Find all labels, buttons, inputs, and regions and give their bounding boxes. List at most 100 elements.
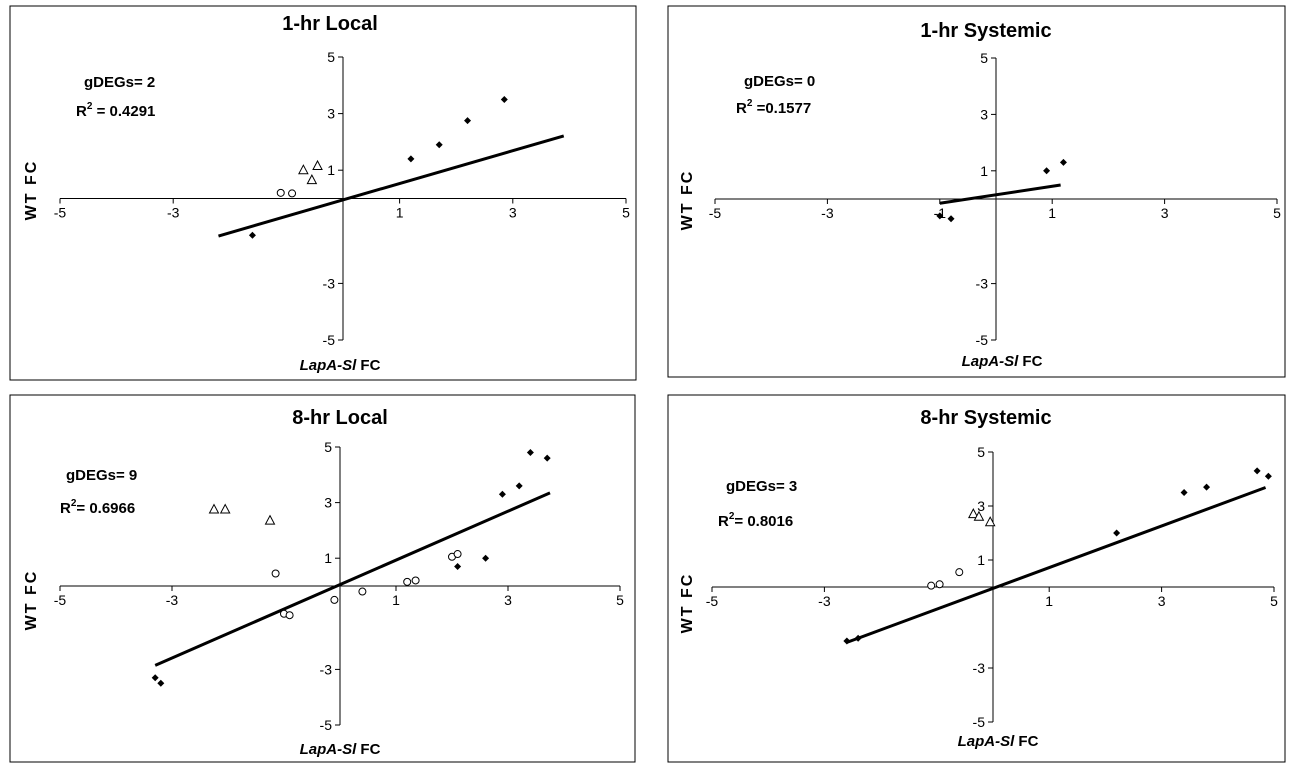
open-triangle-point [298,164,309,175]
open-triangle-point [984,516,996,527]
open-circle-point [285,611,294,620]
data-point [498,490,506,498]
open-circle-point [330,595,339,604]
degs-annotation: gDEGs= 9 [66,467,137,484]
y-tick-label: -5 [323,332,336,348]
data-point [151,674,159,682]
degs-annotation: gDEGs= 3 [726,478,797,495]
trend-line [846,486,1267,644]
panel-1hr-systemic: 1-hr Systemic WT FC LapA-Sl FC gDEGs= 0 … [667,0,1286,378]
open-circle-point [276,188,285,197]
y-tick-label: -3 [973,660,986,676]
data-point [936,212,944,220]
open-triangle-point [306,174,318,185]
y-tick-label: 5 [980,50,988,66]
y-tick-label: -5 [973,714,986,730]
open-triangle-point [967,508,979,519]
x-tick-label: 3 [1158,593,1166,609]
data-point [515,482,523,490]
open-triangle-point [973,510,985,521]
open-circle-point [955,568,964,577]
data-point [1180,489,1188,496]
chart-title: 8-hr Local [292,407,388,429]
data-point [526,449,534,457]
y-axis-label: WT FC [679,170,696,231]
x-tick-label: -5 [709,205,722,221]
open-triangle-point [219,503,231,514]
x-tick-label: 5 [616,592,624,608]
open-triangle-point [208,503,220,514]
open-circle-point [271,569,280,578]
x-tick-label: -3 [818,593,831,609]
y-tick-label: 5 [977,444,985,460]
x-tick-label: 5 [1270,593,1278,609]
r-squared-annotation: R2 = 0.4291 [76,101,155,120]
data-point [407,155,415,163]
x-tick-label: -3 [166,592,179,608]
panel-1hr-local: 1-hr Local WT FC LapA-Sl FC gDEGs= 2 R2 … [9,0,637,381]
y-axis-label: WT FC [23,570,40,631]
y-tick-label: 3 [977,498,985,514]
y-tick-label: -3 [320,661,333,677]
x-tick-label: -5 [706,593,719,609]
open-triangle-point [264,514,276,525]
data-point [1059,158,1067,166]
x-axis-label: LapA-Sl FC [962,353,1043,370]
degs-annotation: gDEGs= 0 [744,73,815,90]
data-point [500,95,508,103]
y-tick-label: 1 [977,552,985,568]
y-tick-label: 3 [980,106,988,122]
x-tick-label: -5 [54,205,67,221]
y-tick-label: -5 [320,717,333,733]
open-circle-point [411,576,420,585]
x-tick-label: -5 [54,592,67,608]
data-point [1043,167,1051,175]
data-point [454,563,462,571]
trend-line [218,134,565,238]
x-tick-label: 5 [622,205,630,221]
r-squared-annotation: R2= 0.8016 [718,511,793,530]
y-tick-label: 5 [327,49,335,65]
data-point [543,454,551,462]
data-point [482,554,490,562]
y-tick-label: 3 [327,106,335,122]
open-circle-point [288,189,297,198]
x-tick-label: 3 [1161,205,1169,221]
x-tick-label: 1 [1048,205,1056,221]
y-tick-label: -5 [976,332,989,348]
plot-area: -5 -3 1 3 5 5 3 1 -3 -5 [706,0,1278,730]
data-point [1113,529,1121,537]
open-circle-point [453,550,462,559]
data-point [157,679,165,687]
y-tick-label: 3 [324,495,332,511]
y-tick-label: -3 [323,275,336,291]
x-tick-label: 3 [504,592,512,608]
x-tick-label: 1 [1045,593,1053,609]
data-point [947,215,955,223]
y-tick-label: 1 [324,550,332,566]
panel-8hr-systemic: 8-hr Systemic WT FC LapA-Sl FC gDEGs= 3 … [667,0,1286,763]
y-tick-label: 1 [980,163,988,179]
trend-line [939,183,1061,205]
trend-line [154,491,551,667]
y-tick-label: 5 [324,439,332,455]
chart-title: 1-hr Local [282,13,378,35]
data-point [464,117,472,125]
y-tick-label: 1 [327,162,335,178]
open-circle-point [927,581,936,590]
plot-area: -5 -3 1 3 5 5 3 1 -3 -5 [54,0,630,348]
x-tick-label: 1 [396,205,404,221]
x-tick-label: 5 [1273,205,1281,221]
panel-frame [9,5,637,381]
x-tick-label: 3 [509,205,517,221]
plot-area: -5 -3 1 3 5 5 3 1 -3 -5 [54,0,624,733]
open-circle-point [403,577,412,586]
y-tick-label: -3 [976,276,989,292]
open-triangle-point [312,159,323,170]
y-axis-label: WT FC [679,573,696,634]
open-circle-point [935,580,944,589]
y-axis-label: WT FC [23,160,40,221]
panel-frame [667,5,1286,378]
x-axis-label: LapA-Sl FC [300,741,381,758]
